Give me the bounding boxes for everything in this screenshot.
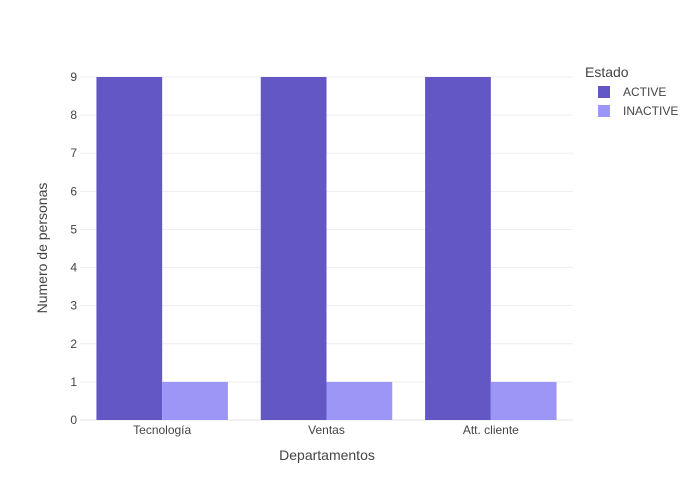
legend-label-inactive[interactable]: INACTIVE xyxy=(623,104,678,118)
legend: Estado ACTIVE INACTIVE xyxy=(585,64,678,118)
bar-inactive-0[interactable] xyxy=(162,381,228,420)
legend-title: Estado xyxy=(585,64,629,80)
x-tick-label: Tecnología xyxy=(133,423,191,437)
y-tick-label: 2 xyxy=(70,337,77,351)
bars xyxy=(96,77,557,420)
bar-active-2[interactable] xyxy=(425,77,491,420)
x-axis: Tecnología Ventas Att. cliente xyxy=(133,423,519,437)
bar-inactive-1[interactable] xyxy=(326,381,393,420)
y-tick-label: 7 xyxy=(70,146,77,160)
bar-active-1[interactable] xyxy=(260,77,327,420)
y-axis: 0 1 2 3 4 5 6 7 8 9 xyxy=(70,70,77,427)
bar-inactive-2[interactable] xyxy=(490,381,557,420)
y-axis-title: Numero de personas xyxy=(34,183,50,314)
y-tick-label: 1 xyxy=(70,375,77,389)
y-tick-label: 6 xyxy=(70,184,77,198)
legend-label-active[interactable]: ACTIVE xyxy=(623,85,666,99)
y-tick-label: 0 xyxy=(70,413,77,427)
y-tick-label: 3 xyxy=(70,299,77,313)
y-tick-label: 5 xyxy=(70,222,77,236)
x-axis-title: Departamentos xyxy=(279,447,375,463)
legend-swatch-active[interactable] xyxy=(598,86,610,98)
y-tick-label: 4 xyxy=(70,261,77,275)
legend-swatch-inactive[interactable] xyxy=(598,105,610,117)
x-tick-label: Att. cliente xyxy=(463,423,519,437)
y-tick-label: 8 xyxy=(70,108,77,122)
y-tick-label: 9 xyxy=(70,70,77,84)
x-tick-label: Ventas xyxy=(308,423,345,437)
bar-active-0[interactable] xyxy=(96,77,163,420)
